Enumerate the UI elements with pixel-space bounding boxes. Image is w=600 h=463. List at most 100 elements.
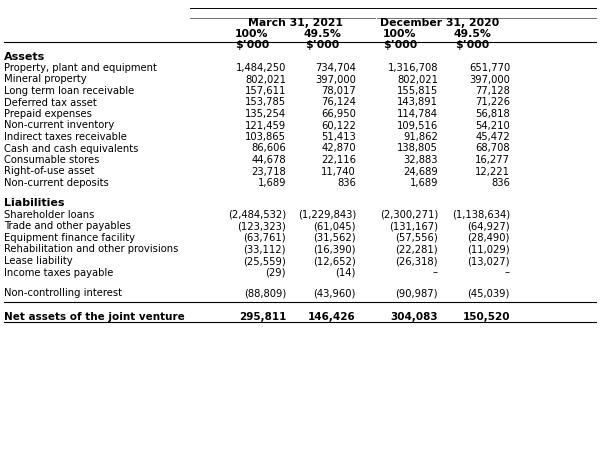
Text: (26,318): (26,318) bbox=[395, 256, 438, 265]
Text: Non-controlling interest: Non-controlling interest bbox=[4, 288, 122, 297]
Text: 295,811: 295,811 bbox=[239, 311, 286, 321]
Text: 11,740: 11,740 bbox=[321, 166, 356, 176]
Text: $’000: $’000 bbox=[305, 40, 339, 50]
Text: (13,027): (13,027) bbox=[467, 256, 510, 265]
Text: 66,950: 66,950 bbox=[321, 109, 356, 119]
Text: Equipment finance facility: Equipment finance facility bbox=[4, 232, 135, 243]
Text: 56,818: 56,818 bbox=[475, 109, 510, 119]
Text: (25,559): (25,559) bbox=[243, 256, 286, 265]
Text: (29): (29) bbox=[265, 267, 286, 277]
Text: 109,516: 109,516 bbox=[397, 120, 438, 130]
Text: $’000: $’000 bbox=[455, 40, 489, 50]
Text: 1,689: 1,689 bbox=[257, 178, 286, 188]
Text: (123,323): (123,323) bbox=[237, 221, 286, 231]
Text: 155,815: 155,815 bbox=[397, 86, 438, 96]
Text: (31,562): (31,562) bbox=[313, 232, 356, 243]
Text: 68,708: 68,708 bbox=[475, 143, 510, 153]
Text: 802,021: 802,021 bbox=[245, 75, 286, 84]
Text: (11,029): (11,029) bbox=[467, 244, 510, 254]
Text: (63,761): (63,761) bbox=[244, 232, 286, 243]
Text: Mineral property: Mineral property bbox=[4, 75, 86, 84]
Text: 1,689: 1,689 bbox=[409, 178, 438, 188]
Text: 77,128: 77,128 bbox=[475, 86, 510, 96]
Text: (64,927): (64,927) bbox=[467, 221, 510, 231]
Text: Deferred tax asset: Deferred tax asset bbox=[4, 97, 97, 107]
Text: (1,229,843): (1,229,843) bbox=[298, 210, 356, 219]
Text: (131,167): (131,167) bbox=[389, 221, 438, 231]
Text: December 31, 2020: December 31, 2020 bbox=[380, 18, 500, 28]
Text: (28,490): (28,490) bbox=[467, 232, 510, 243]
Text: 1,484,250: 1,484,250 bbox=[236, 63, 286, 73]
Text: 157,611: 157,611 bbox=[245, 86, 286, 96]
Text: $’000: $’000 bbox=[235, 40, 269, 50]
Text: (57,556): (57,556) bbox=[395, 232, 438, 243]
Text: March 31, 2021: March 31, 2021 bbox=[248, 18, 343, 28]
Text: 304,083: 304,083 bbox=[391, 311, 438, 321]
Text: 103,865: 103,865 bbox=[245, 131, 286, 142]
Text: Property, plant and equipment: Property, plant and equipment bbox=[4, 63, 157, 73]
Text: (43,960): (43,960) bbox=[314, 288, 356, 297]
Text: 44,678: 44,678 bbox=[251, 155, 286, 165]
Text: Non-current inventory: Non-current inventory bbox=[4, 120, 114, 130]
Text: Prepaid expenses: Prepaid expenses bbox=[4, 109, 92, 119]
Text: 78,017: 78,017 bbox=[321, 86, 356, 96]
Text: 100%: 100% bbox=[383, 29, 417, 39]
Text: 22,116: 22,116 bbox=[321, 155, 356, 165]
Text: 51,413: 51,413 bbox=[321, 131, 356, 142]
Text: 76,124: 76,124 bbox=[321, 97, 356, 107]
Text: 54,210: 54,210 bbox=[475, 120, 510, 130]
Text: Indirect taxes receivable: Indirect taxes receivable bbox=[4, 131, 127, 142]
Text: 23,718: 23,718 bbox=[251, 166, 286, 176]
Text: 153,785: 153,785 bbox=[245, 97, 286, 107]
Text: (14): (14) bbox=[335, 267, 356, 277]
Text: 16,277: 16,277 bbox=[475, 155, 510, 165]
Text: 146,426: 146,426 bbox=[308, 311, 356, 321]
Text: 397,000: 397,000 bbox=[469, 75, 510, 84]
Text: (1,138,634): (1,138,634) bbox=[452, 210, 510, 219]
Text: (61,045): (61,045) bbox=[314, 221, 356, 231]
Text: Trade and other payables: Trade and other payables bbox=[4, 221, 131, 231]
Text: 71,226: 71,226 bbox=[475, 97, 510, 107]
Text: 802,021: 802,021 bbox=[397, 75, 438, 84]
Text: –: – bbox=[433, 267, 438, 277]
Text: 49.5%: 49.5% bbox=[303, 29, 341, 39]
Text: 114,784: 114,784 bbox=[397, 109, 438, 119]
Text: Rehabilitation and other provisions: Rehabilitation and other provisions bbox=[4, 244, 178, 254]
Text: 49.5%: 49.5% bbox=[453, 29, 491, 39]
Text: (2,300,271): (2,300,271) bbox=[380, 210, 438, 219]
Text: (2,484,532): (2,484,532) bbox=[228, 210, 286, 219]
Text: Cash and cash equivalents: Cash and cash equivalents bbox=[4, 143, 139, 153]
Text: $’000: $’000 bbox=[383, 40, 417, 50]
Text: (22,281): (22,281) bbox=[395, 244, 438, 254]
Text: 86,606: 86,606 bbox=[251, 143, 286, 153]
Text: 150,520: 150,520 bbox=[463, 311, 510, 321]
Text: Right-of-use asset: Right-of-use asset bbox=[4, 166, 94, 176]
Text: 32,883: 32,883 bbox=[404, 155, 438, 165]
Text: 60,122: 60,122 bbox=[321, 120, 356, 130]
Text: Non-current deposits: Non-current deposits bbox=[4, 178, 109, 188]
Text: 397,000: 397,000 bbox=[315, 75, 356, 84]
Text: 143,891: 143,891 bbox=[397, 97, 438, 107]
Text: 135,254: 135,254 bbox=[245, 109, 286, 119]
Text: (12,652): (12,652) bbox=[313, 256, 356, 265]
Text: 836: 836 bbox=[337, 178, 356, 188]
Text: Shareholder loans: Shareholder loans bbox=[4, 210, 94, 219]
Text: 734,704: 734,704 bbox=[315, 63, 356, 73]
Text: 45,472: 45,472 bbox=[475, 131, 510, 142]
Text: 100%: 100% bbox=[235, 29, 269, 39]
Text: Net assets of the joint venture: Net assets of the joint venture bbox=[4, 311, 185, 321]
Text: (45,039): (45,039) bbox=[467, 288, 510, 297]
Text: 121,459: 121,459 bbox=[245, 120, 286, 130]
Text: Income taxes payable: Income taxes payable bbox=[4, 267, 113, 277]
Text: (88,809): (88,809) bbox=[244, 288, 286, 297]
Text: 12,221: 12,221 bbox=[475, 166, 510, 176]
Text: Long term loan receivable: Long term loan receivable bbox=[4, 86, 134, 96]
Text: Assets: Assets bbox=[4, 51, 45, 62]
Text: Liabilities: Liabilities bbox=[4, 198, 65, 208]
Text: 1,316,708: 1,316,708 bbox=[388, 63, 438, 73]
Text: (33,112): (33,112) bbox=[244, 244, 286, 254]
Text: Lease liability: Lease liability bbox=[4, 256, 73, 265]
Text: Consumable stores: Consumable stores bbox=[4, 155, 100, 165]
Text: –: – bbox=[505, 267, 510, 277]
Text: 138,805: 138,805 bbox=[397, 143, 438, 153]
